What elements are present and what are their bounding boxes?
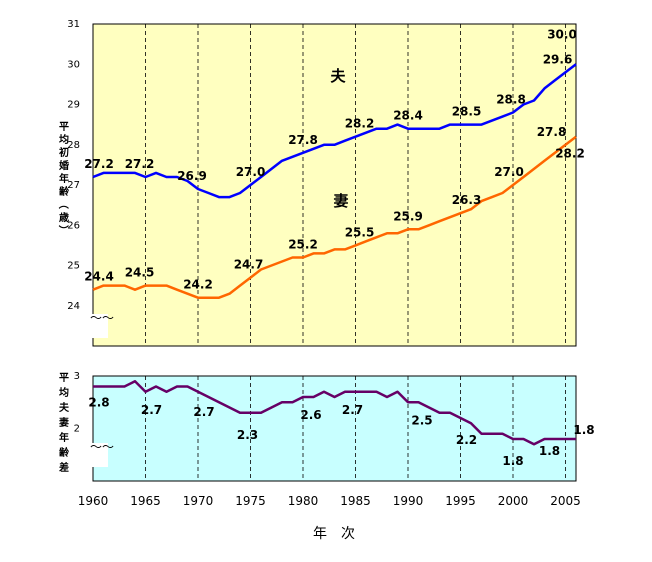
x-tick-label: 1980	[288, 494, 319, 508]
x-tick-label: 1985	[340, 494, 371, 508]
y-axis-title-char: 齢	[59, 446, 70, 459]
axis-break-mark: 〜〜	[90, 440, 114, 454]
data-label: 1.8	[573, 423, 594, 437]
series-lines	[92, 63, 577, 299]
x-tick-label: 2000	[498, 494, 529, 508]
data-label: 28.4	[393, 109, 423, 123]
vertical-gridlines	[145, 376, 566, 481]
y-tick-label: 25	[67, 261, 80, 272]
data-label: 28.8	[496, 93, 526, 107]
y-axis-title-char: 歳	[59, 211, 69, 224]
series-line-0	[92, 63, 577, 199]
x-tick-label: 1975	[235, 494, 266, 508]
plot-area-background	[93, 376, 576, 481]
x-tick-label: 2005	[550, 494, 581, 508]
series-lines	[93, 380, 576, 446]
data-label: 27.0	[494, 165, 524, 179]
age-at-first-marriage-panel: 24 25 26 27 28 29 30 31 〜〜 27.2 27.2 26.9 27.0 27.8…	[57, 19, 585, 347]
data-label: 24.7	[234, 258, 264, 272]
y-axis-title-char: 年	[59, 172, 69, 185]
y-tick-label: 24	[67, 301, 80, 312]
data-label: 24.5	[125, 266, 155, 280]
x-axis-title: 年 次	[313, 526, 355, 542]
axis-break-mask	[89, 314, 108, 338]
data-label: 28.5	[452, 105, 482, 119]
y-axis-title-char: 平	[59, 121, 69, 133]
series-line-1	[92, 135, 577, 299]
series-line-0	[93, 380, 576, 446]
data-label: 2.5	[411, 413, 432, 427]
data-label: 24.4	[84, 270, 114, 284]
data-label: 29.6	[543, 52, 573, 66]
data-label: 1.8	[539, 444, 560, 458]
data-label: 24.2	[183, 278, 213, 292]
y-tick-label: 28	[67, 140, 80, 151]
series-label-wife: 妻	[333, 192, 348, 210]
data-label: 26.9	[177, 169, 207, 183]
data-label: 2.7	[193, 405, 214, 419]
data-label: 28.2	[345, 117, 375, 131]
axis-break-mask	[89, 443, 108, 467]
series-label-husband: 夫	[330, 67, 346, 85]
data-label: 25.9	[393, 209, 423, 223]
y-axis-title-char: 平	[59, 372, 69, 384]
y-axis-title-char: 差	[59, 461, 69, 474]
y-axis-title-char: 齢	[59, 185, 70, 198]
data-label: 2.2	[456, 433, 477, 447]
y-tick-label: 29	[67, 100, 80, 111]
data-label: 27.2	[125, 157, 155, 171]
y-tick-label: 30	[67, 59, 80, 70]
data-label: 2.3	[237, 428, 258, 442]
data-label: 25.2	[288, 237, 318, 251]
axis-break-mark: 〜〜	[90, 311, 114, 325]
data-label: 27.0	[236, 165, 266, 179]
data-label: 27.2	[84, 157, 114, 171]
data-label: 25.5	[345, 225, 375, 239]
y-axis-title-char: 均	[59, 386, 69, 399]
data-label: 2.6	[300, 408, 321, 422]
y-axis-title-char: 婚	[59, 159, 69, 172]
x-tick-label: 1960	[78, 494, 109, 508]
y-axis-ticks: 24 25 26 27 28 29 30 31	[67, 19, 80, 312]
y-tick-label: 2	[74, 424, 80, 435]
y-axis-title-char: ）	[57, 225, 70, 235]
y-tick-label: 3	[74, 371, 80, 382]
data-label: 27.8	[537, 125, 567, 139]
data-labels: 2.8 2.7 2.7 2.3 2.6 2.7 2.5 2.2 1.8 1.8 1.8	[88, 396, 594, 469]
data-label: 26.3	[452, 193, 482, 207]
y-axis-title-char: 夫	[58, 401, 70, 414]
age-difference-panel: 23 〜〜 2.82.7 2.72.32.6 2.72.52.21.81.81.8 …	[58, 371, 595, 482]
data-labels: 27.2 27.2 26.9 27.0 27.8 28.2 28.4 28.5 28.8 29.6…	[84, 27, 585, 291]
data-label: 1.8	[502, 454, 523, 468]
y-axis-title-char: 均	[59, 133, 69, 146]
x-axis-ticks: 1960 1965 1970 1975 1980 1985 1990 1995 2000 2005	[78, 494, 581, 508]
x-tick-label: 1970	[183, 494, 214, 508]
data-label: 28.2	[555, 147, 585, 161]
data-label: 30.0	[547, 27, 577, 41]
y-axis-title-char: （	[57, 199, 70, 209]
y-axis-title-char: 初	[59, 146, 69, 159]
x-tick-label: 1965	[130, 494, 161, 508]
y-tick-label: 27	[67, 180, 80, 191]
y-axis-ticks: 23	[74, 371, 80, 435]
data-label: 2.7	[342, 403, 363, 417]
y-tick-label: 31	[67, 19, 80, 30]
y-axis-title-char: 年	[59, 431, 69, 444]
plot-area-frame	[92, 23, 577, 347]
data-label: 27.8	[288, 133, 318, 147]
data-label: 2.8	[88, 396, 109, 410]
x-tick-label: 1995	[445, 494, 476, 508]
y-tick-label: 26	[67, 220, 80, 231]
data-label: 2.7	[141, 403, 162, 417]
x-tick-label: 1990	[393, 494, 424, 508]
y-axis-title-char: 妻	[59, 416, 69, 429]
plot-area-frame	[92, 375, 577, 482]
plot-area-background	[93, 24, 576, 346]
